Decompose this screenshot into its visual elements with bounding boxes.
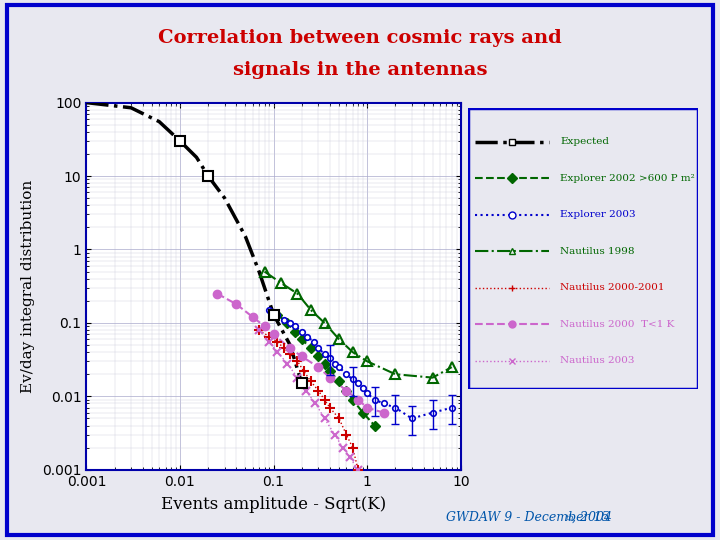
Y-axis label: Ev/day integral distribution: Ev/day integral distribution <box>21 180 35 393</box>
Text: Nautilus 2000-2001: Nautilus 2000-2001 <box>560 283 665 292</box>
Text: Expected: Expected <box>560 137 609 146</box>
Text: Explorer 2002 >600 P m²: Explorer 2002 >600 P m² <box>560 174 695 183</box>
Text: Explorer 2003: Explorer 2003 <box>560 210 636 219</box>
Text: Nautilus 2000  T<1 K: Nautilus 2000 T<1 K <box>560 320 675 329</box>
Text: Nautilus 1998: Nautilus 1998 <box>560 247 634 256</box>
Text: signals in the antennas: signals in the antennas <box>233 61 487 79</box>
Text: th: th <box>565 514 574 522</box>
Text: GWDAW 9 - December 15: GWDAW 9 - December 15 <box>446 511 610 524</box>
X-axis label: Events amplitude - Sqrt(K): Events amplitude - Sqrt(K) <box>161 496 386 512</box>
Text: Correlation between cosmic rays and: Correlation between cosmic rays and <box>158 29 562 47</box>
Text: , 2004: , 2004 <box>572 511 613 524</box>
Text: Nautilus 2003: Nautilus 2003 <box>560 356 634 365</box>
